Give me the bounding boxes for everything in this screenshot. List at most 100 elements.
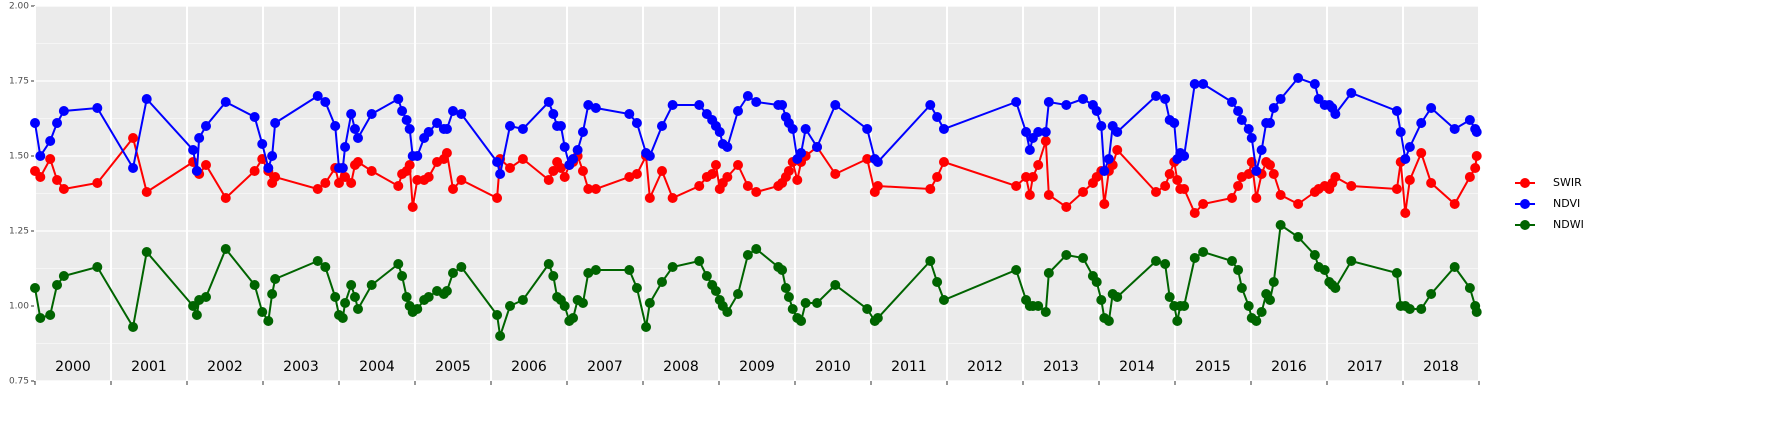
data-point — [346, 109, 357, 119]
data-point — [777, 265, 788, 275]
data-point — [249, 166, 260, 176]
data-point — [543, 175, 554, 185]
data-point — [340, 142, 351, 152]
data-point — [624, 172, 635, 182]
data-point — [932, 277, 943, 287]
year-label: 2017 — [1347, 359, 1383, 375]
data-point — [1033, 127, 1044, 137]
data-point — [1268, 277, 1279, 287]
data-point — [577, 127, 588, 137]
data-point — [1256, 145, 1267, 155]
data-point — [412, 304, 423, 314]
data-point — [1309, 79, 1320, 89]
data-point — [30, 118, 40, 128]
data-point — [320, 178, 331, 188]
data-point — [141, 247, 152, 257]
data-point — [1011, 97, 1022, 107]
data-point — [657, 277, 667, 287]
data-point — [366, 280, 377, 290]
data-point — [1040, 136, 1051, 146]
data-point — [191, 166, 202, 176]
data-point — [1160, 259, 1171, 269]
data-point — [448, 268, 458, 278]
data-point — [1179, 151, 1190, 161]
data-point — [1033, 301, 1044, 311]
data-point — [194, 133, 205, 143]
year-label: 2001 — [131, 359, 167, 375]
data-point — [1293, 73, 1304, 83]
data-point — [456, 109, 467, 119]
data-point — [267, 289, 278, 299]
data-point — [1313, 94, 1324, 104]
data-point — [1416, 118, 1427, 128]
data-point — [722, 142, 733, 152]
data-point — [393, 259, 404, 269]
data-point — [1319, 265, 1330, 275]
year-label: 2004 — [359, 359, 395, 375]
data-point — [58, 106, 69, 116]
data-point — [796, 316, 807, 326]
data-point — [830, 169, 841, 179]
legend-key-point — [1520, 199, 1530, 209]
data-point — [495, 169, 506, 179]
data-point — [492, 310, 503, 320]
data-point — [312, 256, 323, 266]
data-point — [543, 97, 554, 107]
data-point — [710, 160, 721, 170]
data-point — [1227, 97, 1237, 107]
data-point — [631, 283, 642, 293]
data-point — [1416, 148, 1427, 158]
data-point — [353, 157, 363, 167]
data-point — [320, 97, 331, 107]
data-point — [30, 283, 40, 293]
data-point — [932, 172, 943, 182]
legend-label: NDWI — [1553, 218, 1584, 231]
data-point — [349, 292, 360, 302]
year-label: 2012 — [967, 359, 1003, 375]
data-point — [441, 286, 452, 296]
y-tick-label: 1.25 — [9, 227, 29, 237]
year-label: 2015 — [1195, 359, 1231, 375]
data-point — [340, 172, 351, 182]
data-point — [249, 112, 260, 122]
data-point — [1112, 145, 1123, 155]
data-point — [800, 124, 811, 134]
data-point — [35, 151, 46, 161]
year-label: 2006 — [511, 359, 547, 375]
data-point — [312, 91, 323, 101]
data-point — [590, 103, 601, 113]
data-point — [448, 106, 458, 116]
data-point — [45, 136, 56, 146]
year-label: 2007 — [587, 359, 623, 375]
data-point — [644, 193, 655, 203]
data-point — [742, 181, 753, 191]
data-point — [320, 262, 331, 272]
data-point — [1256, 307, 1267, 317]
data-point — [492, 157, 503, 167]
data-point — [1346, 256, 1357, 266]
data-point — [448, 184, 458, 194]
data-point — [722, 307, 733, 317]
data-point — [349, 124, 360, 134]
data-point — [1426, 289, 1437, 299]
data-point — [872, 157, 883, 167]
data-point — [548, 109, 559, 119]
data-point — [1464, 115, 1475, 125]
data-point — [812, 298, 823, 308]
data-point — [1103, 154, 1114, 164]
data-point — [1330, 109, 1341, 119]
y-tick-label: 2.00 — [9, 2, 29, 12]
data-point — [925, 256, 936, 266]
data-point — [1179, 184, 1190, 194]
data-point — [397, 106, 408, 116]
data-point — [733, 106, 743, 116]
data-point — [555, 163, 566, 173]
data-point — [58, 184, 69, 194]
data-point — [1027, 172, 1038, 182]
data-point — [505, 163, 515, 173]
data-point — [590, 184, 601, 194]
data-point — [366, 109, 377, 119]
data-point — [404, 160, 415, 170]
data-point — [657, 121, 667, 131]
data-point — [456, 175, 467, 185]
